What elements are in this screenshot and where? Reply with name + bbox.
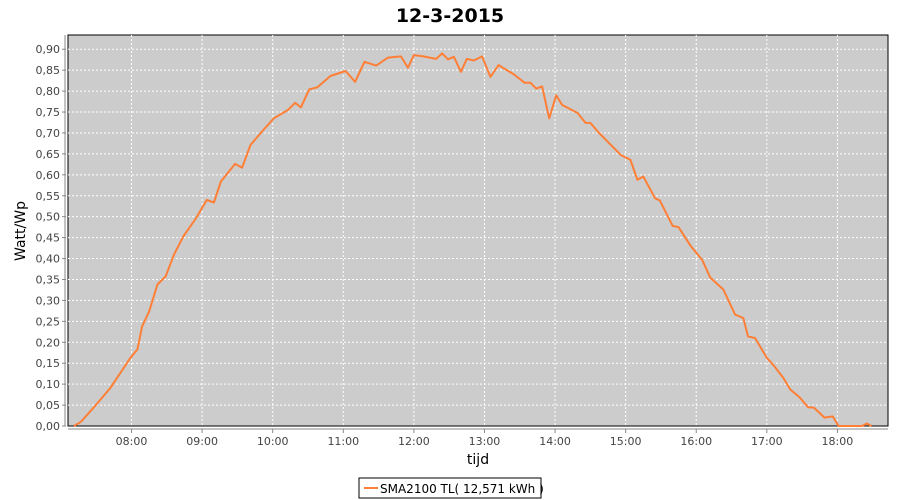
legend-box — [358, 477, 542, 499]
y-tick-label: 0,75 — [36, 106, 61, 119]
y-tick-label: 0,55 — [36, 190, 61, 203]
y-tick-label: 0,65 — [36, 148, 61, 161]
y-axis-label: Watt/Wp — [13, 201, 29, 261]
x-tick-label: 17:00 — [751, 435, 783, 448]
y-tick-label: 0,15 — [36, 357, 61, 370]
x-tick-label: 10:00 — [257, 435, 289, 448]
legend-label: SMA2100 TL( 12,571 kWh ) — [380, 482, 544, 496]
y-tick-label: 0,50 — [36, 211, 61, 224]
y-tick-label: 0,10 — [36, 378, 61, 391]
x-tick-label: 18:00 — [822, 435, 854, 448]
legend: SMA2100 TL( 12,571 kWh ) — [358, 477, 544, 499]
y-tick-label: 0,30 — [36, 294, 61, 307]
y-tick-label: 0,20 — [36, 336, 61, 349]
x-tick-label: 16:00 — [680, 435, 712, 448]
x-tick-label: 09:00 — [186, 435, 218, 448]
y-tick-label: 0,05 — [36, 399, 61, 412]
x-tick-label: 13:00 — [469, 435, 501, 448]
y-tick-label: 0,85 — [36, 64, 61, 77]
grid-lines — [68, 35, 888, 426]
y-tick-label: 0,40 — [36, 253, 61, 266]
y-tick-label: 0,35 — [36, 273, 61, 286]
y-tick-label: 0,90 — [36, 43, 61, 56]
x-tick-label: 08:00 — [116, 435, 148, 448]
x-axis-label: tijd — [467, 452, 489, 468]
series-line-sma2100 — [73, 52, 872, 427]
x-tick-label: 12:00 — [398, 435, 430, 448]
y-tick-label: 0,00 — [36, 420, 61, 433]
x-tick-label: 15:00 — [610, 435, 642, 448]
chart-title: 12-3-2015 — [396, 5, 504, 27]
y-axis: 0,00 0,05 0,10 0,15 0,20 0,25 0,30 0,35 0,40 0,45… — [36, 35, 66, 433]
x-tick-label: 14:00 — [539, 435, 571, 448]
y-tick-label: 0,60 — [36, 169, 61, 182]
x-tick-label: 11:00 — [327, 435, 359, 448]
y-tick-label: 0,70 — [36, 127, 61, 140]
x-axis: 08:00 09:00 10:00 11:00 12:00 13:00 14:00 15:00… — [68, 428, 888, 448]
y-tick-label: 0,25 — [36, 315, 61, 328]
plot-area — [67, 34, 889, 427]
y-tick-label: 0,80 — [36, 85, 61, 98]
y-tick-label: 0,45 — [36, 232, 61, 245]
